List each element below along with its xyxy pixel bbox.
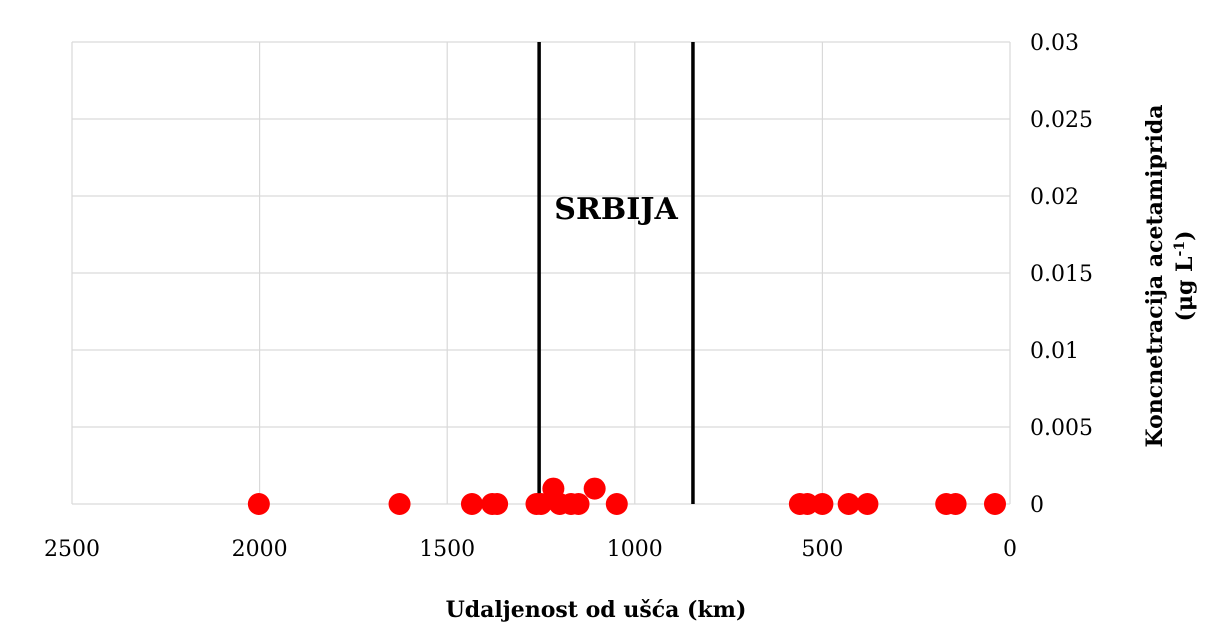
y-axis-unit-end: ) — [1172, 230, 1198, 240]
data-point — [583, 477, 606, 500]
data-point — [856, 493, 879, 515]
y-tick-label: 0.02 — [1030, 185, 1079, 210]
y-axis-unit: (μg L-1) — [1172, 230, 1198, 321]
x-tick-layer: 2500 2000 1500 1000 500 0 — [44, 537, 1017, 562]
y-tick-label: 0.03 — [1030, 31, 1079, 56]
data-point — [983, 493, 1006, 515]
x-axis-title: Udaljenost od ušća (km) — [446, 597, 747, 623]
annotation-label: SRBIJA — [554, 192, 678, 227]
data-point — [460, 493, 483, 515]
boundary-layer — [537, 42, 695, 504]
data-point — [388, 493, 411, 515]
data-point — [605, 493, 628, 515]
x-tick-label: 500 — [801, 537, 843, 562]
y-tick-label: 0.015 — [1030, 262, 1093, 287]
data-point — [530, 493, 552, 515]
y-tick-layer: 0 0.005 0.01 0.015 0.02 0.025 0.03 — [1030, 31, 1093, 518]
y-tick-label: 0.025 — [1030, 108, 1093, 133]
data-point — [944, 493, 967, 515]
x-tick-label: 2500 — [44, 537, 100, 562]
y-tick-label: 0 — [1030, 493, 1044, 518]
y-axis-title: Koncnetracija acetamiprida — [1142, 105, 1168, 448]
y-axis-unit-base: (μg L — [1172, 256, 1198, 321]
data-point — [837, 493, 860, 515]
data-point — [247, 493, 270, 515]
x-tick-label: 1000 — [607, 537, 663, 562]
y-tick-label: 0.005 — [1030, 416, 1093, 441]
x-tick-label: 1500 — [419, 537, 475, 562]
x-tick-label: 2000 — [232, 537, 288, 562]
grid-layer — [71, 41, 1011, 505]
data-point — [567, 493, 590, 515]
y-tick-label: 0.01 — [1030, 339, 1079, 364]
x-tick-label: 0 — [1003, 537, 1017, 562]
point-layer — [247, 477, 1006, 515]
y-axis-unit-superscript: -1 — [1172, 241, 1188, 257]
data-point — [486, 493, 509, 515]
annotation-layer: SRBIJA — [554, 192, 678, 227]
data-point — [811, 493, 834, 515]
